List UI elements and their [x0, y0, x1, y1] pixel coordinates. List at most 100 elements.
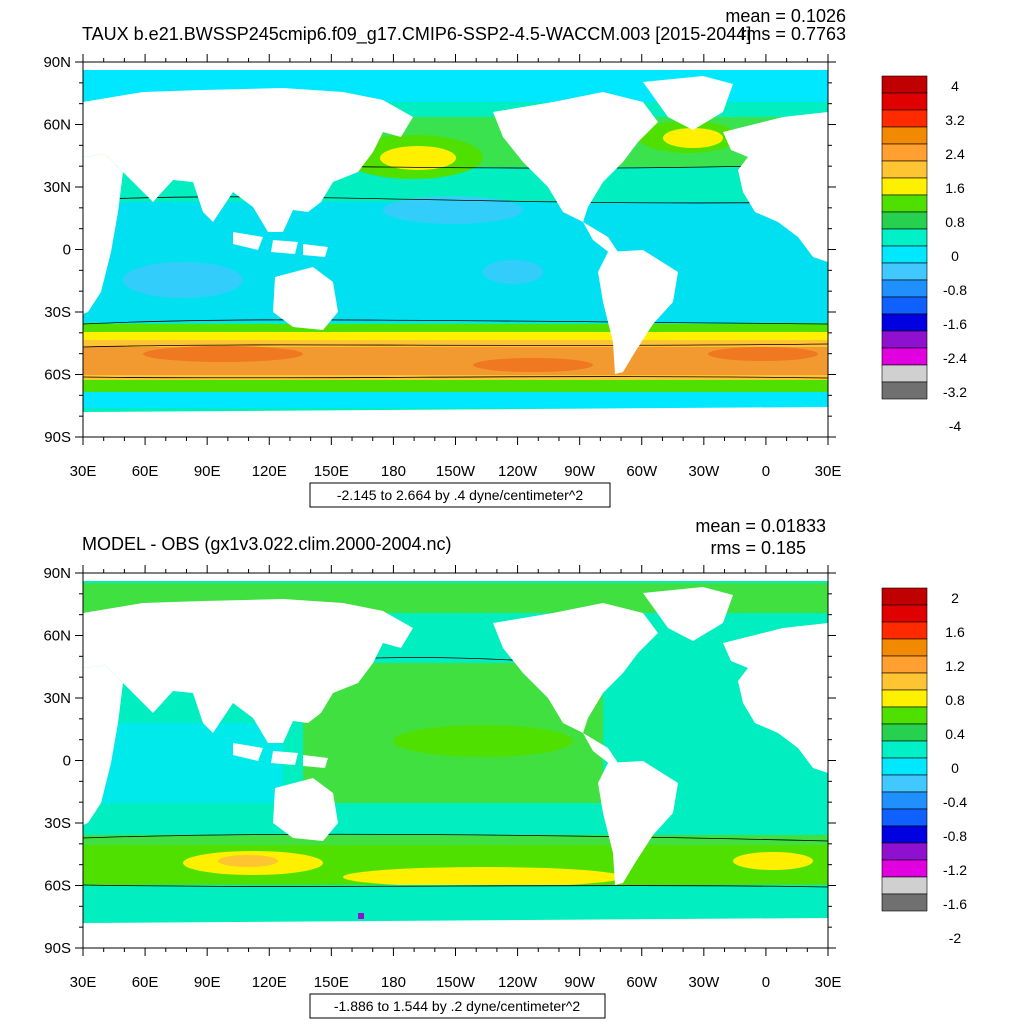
colorbar-label: -3.2: [943, 384, 967, 400]
colorbar-swatch: [881, 126, 928, 145]
lon-tick-label: 90W: [564, 974, 596, 991]
colorbar-label: -4: [949, 418, 962, 434]
colorbar-label: -1.6: [943, 896, 967, 912]
colorbar-swatch: [881, 228, 928, 247]
colorbar-swatch: [881, 774, 928, 793]
panel-2-mean: mean = 0.01833: [695, 516, 826, 536]
lat-tick-label: 90S: [44, 429, 71, 446]
colorbar-swatch: [881, 245, 928, 264]
lat-tick-label: 60N: [43, 628, 71, 645]
lon-tick-label: 30E: [815, 974, 842, 991]
colorbar-swatch: [881, 109, 928, 128]
lat-tick-label: 30S: [44, 304, 71, 321]
lat-tick-label: 60N: [43, 117, 71, 134]
colorbar-label: 0: [951, 248, 959, 264]
lon-tick-label: 120W: [498, 974, 538, 991]
panel-1-colorbar: 4 3.2 2.4 1.6 0.8 0 -0.8 -1.6 -2.4 -3.2 -4: [881, 75, 967, 434]
colorbar-swatch: [881, 177, 928, 196]
lon-tick-label: 0: [762, 974, 770, 991]
colorbar-swatch: [881, 347, 928, 366]
colorbar-swatch: [881, 825, 928, 844]
colorbar-label: 0.8: [945, 692, 965, 708]
colorbar-swatch: [881, 791, 928, 810]
lat-tick-label: 90N: [43, 565, 71, 582]
panel-1-range-box: [309, 482, 611, 508]
colorbar-label: 1.2: [945, 658, 965, 674]
lon-tick-label: 0: [762, 463, 770, 480]
lat-tick-label: 90N: [43, 54, 71, 71]
lon-tick-label: 90E: [194, 974, 221, 991]
colorbar-label: 4: [951, 78, 959, 94]
panel-1: TAUX b.e21.BWSSP245cmip6.f09_g17.CMIP6-S…: [43, 6, 967, 508]
colorbar-swatch: [881, 655, 928, 674]
panel-2-rms: rms = 0.185: [710, 538, 806, 558]
lat-tick-label: 30N: [43, 179, 71, 196]
lon-tick-label: 30W: [688, 974, 720, 991]
lon-tick-label: 30W: [688, 463, 720, 480]
colorbar-label: 2.4: [945, 146, 965, 162]
colorbar-swatch: [881, 364, 928, 383]
lon-tick-label: 30E: [70, 974, 97, 991]
panel-2-colorbar: 2 1.6 1.2 0.8 0.4 0 -0.4 -0.8 -1.2 -1.6 -2: [881, 587, 967, 946]
colorbar-swatch: [881, 604, 928, 623]
panel-1-lat-axis: 90N 60N 30N 0 30S 60S 90S: [43, 54, 836, 446]
colorbar-swatch: [881, 672, 928, 691]
colorbar-swatch: [881, 689, 928, 708]
panel-2-range-box: [309, 993, 606, 1019]
lon-tick-label: 60W: [626, 463, 658, 480]
colorbar-label: -2.4: [943, 350, 967, 366]
panel-2-map: [82, 573, 829, 948]
lat-tick-label: 0: [63, 753, 71, 770]
colorbar-label: 0.8: [945, 214, 965, 230]
lon-tick-label: 180: [381, 463, 406, 480]
colorbar-label: 0.4: [945, 726, 965, 742]
colorbar-label: -0.4: [943, 794, 967, 810]
panel-1-map: [82, 62, 829, 437]
lon-tick-label: 60E: [132, 974, 159, 991]
colorbar-swatch: [881, 296, 928, 315]
colorbar-label: 2: [951, 590, 959, 606]
colorbar-swatch: [881, 262, 928, 281]
colorbar-swatch: [881, 330, 928, 349]
colorbar-swatch: [881, 740, 928, 759]
colorbar-swatch: [881, 279, 928, 298]
panel-1-mean: mean = 0.1026: [725, 6, 846, 26]
colorbar-swatch: [881, 876, 928, 895]
panel-1-title: TAUX b.e21.BWSSP245cmip6.f09_g17.CMIP6-S…: [82, 24, 751, 45]
panel-2-lon-axis: 30E 60E 90E 120E 150E 180 150W 120W 90W 60W 30W 0 30…: [70, 565, 842, 991]
colorbar-label: 0: [951, 760, 959, 776]
panel-1-range-label: -2.145 to 2.664 by .4 dyne/centimeter^2: [337, 487, 583, 503]
colorbar-swatch: [881, 859, 928, 878]
lon-tick-label: 150E: [314, 974, 349, 991]
colorbar-label: 1.6: [945, 624, 965, 640]
colorbar-swatch: [881, 381, 928, 400]
lon-tick-label: 30E: [70, 463, 97, 480]
lat-tick-label: 0: [63, 242, 71, 259]
lon-tick-label: 30E: [815, 463, 842, 480]
colorbar-swatch: [881, 160, 928, 179]
lon-tick-label: 150E: [314, 463, 349, 480]
colorbar-swatch: [881, 194, 928, 213]
lon-tick-label: 180: [381, 974, 406, 991]
colorbar-swatch: [881, 808, 928, 827]
colorbar-swatch: [881, 143, 928, 162]
lat-tick-label: 30S: [44, 815, 71, 832]
lat-tick-label: 60S: [44, 367, 71, 384]
colorbar-swatch: [881, 842, 928, 861]
colorbar-swatch: [881, 621, 928, 640]
panel-2-title: MODEL - OBS (gx1v3.022.clim.2000-2004.nc…: [82, 534, 452, 554]
colorbar-label: -0.8: [943, 282, 967, 298]
lon-tick-label: 150W: [436, 463, 476, 480]
panel-1-rms: rms = 0.7763: [740, 24, 846, 44]
lon-tick-label: 90W: [564, 463, 596, 480]
lat-tick-label: 30N: [43, 690, 71, 707]
lon-tick-label: 120W: [498, 463, 538, 480]
colorbar-swatch: [881, 92, 928, 111]
colorbar-label: -2: [949, 930, 962, 946]
colorbar-swatch: [881, 757, 928, 776]
lon-tick-label: 90E: [194, 463, 221, 480]
panel-2-range-label: -1.886 to 1.544 by .2 dyne/centimeter^2: [334, 998, 580, 1014]
colorbar-swatch: [881, 638, 928, 657]
colorbar-label: -1.2: [943, 862, 967, 878]
